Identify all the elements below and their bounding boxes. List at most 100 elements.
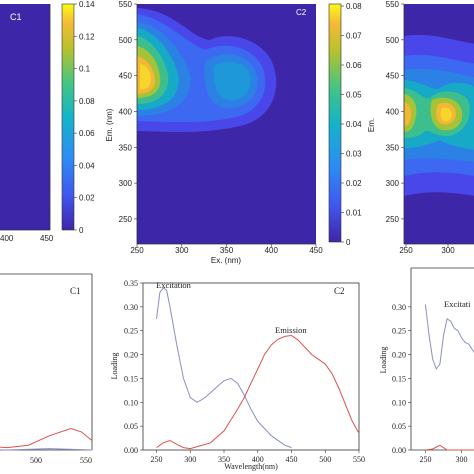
c3-excitation-annotation: Excitati	[444, 299, 471, 309]
c2-loadings-x-tick-label: 450	[286, 455, 298, 464]
c1-colorbar-tick-label: 0.06	[79, 129, 95, 138]
c1-colorbar-tick-label: 0.04	[79, 161, 95, 170]
c2-x-tick-label: 300	[175, 246, 189, 255]
c2-x-tick-label: 350	[220, 246, 234, 255]
c2-y-tick-label: 350	[119, 143, 133, 152]
c1-loadings-x-tick-500: 500	[30, 456, 42, 465]
c1-loadings-series-0-line	[0, 427, 93, 449]
c1-colorbar-gradient	[61, 3, 75, 231]
c2-loadings-x-tick-label: 250	[151, 455, 163, 464]
c3-loadings-y-tick-label: 0.25	[392, 327, 406, 336]
c2-x-axis-label: Ex. (nm)	[211, 256, 242, 265]
c2-colorbar-tick-label: 0.08	[346, 2, 362, 11]
c2-colorbar-tick-label: 0	[346, 238, 351, 247]
panel-c3-loadings: 0.00 0.05 0.10 0.15 0.20 0.25 0.30 250 300 Excit…	[379, 267, 474, 464]
c1-colorbar-tick-label: 0.12	[79, 32, 95, 41]
c1-heatmap-plot-area	[0, 4, 50, 230]
c2-loadings-series-emission-line	[156, 334, 360, 450]
c2-colorbar-tick-label: 0.05	[346, 91, 362, 100]
c1-colorbar-tick-label: 0.1	[79, 65, 91, 74]
c3-contour-field	[404, 34, 474, 196]
c3-loadings-y-tick-label: 0.10	[392, 398, 406, 407]
c3-y-tick-label: 550	[386, 0, 400, 9]
c2-loadings-y-tick-label: 0.35	[124, 279, 138, 288]
c2-loadings-y-tick-label: 0.05	[124, 422, 138, 431]
c3-y-tick-label: 250	[386, 215, 400, 224]
c2-loadings-y-tick-label: 0.20	[124, 351, 138, 360]
c3-x-tick-label: 250	[399, 246, 413, 255]
c2-loadings-x-axis-label: Wavelength(nm)	[224, 462, 278, 471]
c3-loadings-y-tick-label: 0.20	[392, 351, 406, 360]
c2-loadings-y-tick-label: 0.10	[124, 398, 138, 407]
c3-y-tick-label: 450	[386, 72, 400, 81]
panel-c2-loadings: C2 0.00 0.05 0.10 0.15 0.20 0.25 0.30 0.35 250 30…	[110, 279, 365, 471]
c3-loadings-y-tick-label: 0.30	[392, 303, 406, 312]
c2-emission-annotation: Emission	[275, 325, 307, 335]
c2-colorbar-tick-label: 0.03	[346, 150, 362, 159]
c2-loadings-x-tick-label: 300	[184, 455, 196, 464]
c2-y-tick-label: 450	[119, 72, 133, 81]
c3-y-tick-label: 350	[386, 143, 400, 152]
c1-colorbar: 0 0.02 0.04 0.06 0.08 0.1 0.12 0.14	[61, 0, 95, 235]
c1-colorbar-tick-label: 0.08	[79, 97, 95, 106]
c1-x-tick-400: 400	[0, 234, 14, 243]
c2-loadings-y-tick-label: 0.30	[124, 303, 138, 312]
c3-x-tick-label: 300	[441, 246, 455, 255]
panel-c3-heatmap: 250 300 250 300 350 400 450 500 550 Em.	[367, 0, 474, 255]
c2-loadings-x-tick-label: 400	[252, 455, 264, 464]
c2-loadings-series-excitation-line	[156, 287, 292, 449]
c2-colorbar-tick-label: 0.07	[346, 32, 362, 41]
c1-colorbar-tick-label: 0.14	[79, 0, 95, 9]
c2-loadings-x-tick-label: 550	[353, 455, 365, 464]
c3-loadings-x-tick-label: 300	[456, 455, 468, 464]
c1-colorbar-tick-label: 0	[79, 226, 84, 235]
panel-c2-heatmap: C2 250 300 350 400 450 250 300 350 400 450 500 550…	[105, 0, 323, 265]
c3-loadings-y-tick-label: 0.00	[392, 446, 406, 455]
c3-loadings-series-emission-line	[425, 444, 474, 451]
c2-colorbar-tick-label: 0.02	[346, 179, 362, 188]
c2-colorbar-tick-label: 0.04	[346, 120, 362, 129]
c3-y-tick-label: 300	[386, 179, 400, 188]
c3-loadings-y-axis-label: Loading	[379, 347, 388, 374]
c2-loadings-y-tick-label: 0.00	[124, 446, 138, 455]
c2-y-axis-label: Em. (nm)	[105, 108, 114, 141]
c2-y-tick-label: 250	[119, 215, 133, 224]
c3-loadings-y-tick-label: 0.05	[392, 422, 406, 431]
c1-loadings-title: C1	[70, 286, 81, 296]
c2-loadings-y-axis-label: Loading	[110, 353, 119, 380]
c2-loadings-plot-frame	[142, 282, 360, 451]
c1-heatmap-title: C1	[10, 12, 22, 22]
c2-x-tick-label: 450	[309, 246, 323, 255]
c2-y-tick-label: 300	[119, 179, 133, 188]
c1-x-tick-450: 450	[40, 234, 54, 243]
c2-y-tick-label: 500	[119, 36, 133, 45]
c2-loadings-title: C2	[334, 286, 345, 296]
c2-heatmap-title: C2	[296, 8, 307, 17]
c2-y-tick-label: 550	[119, 0, 133, 9]
c3-loadings-series-excitation-line	[424, 304, 474, 370]
panel-c1-heatmap: C1 400 450	[0, 4, 54, 243]
c3-y-axis-label: Em.	[367, 118, 376, 132]
c1-colorbar-tick-label: 0.02	[79, 194, 95, 203]
c2-loadings-x-tick-label: 500	[319, 455, 331, 464]
c2-excitation-annotation: Excitation	[156, 280, 192, 290]
c3-loadings-x-tick-label: 250	[419, 455, 431, 464]
c3-loadings-y-tick-label: 0.15	[392, 374, 406, 383]
c2-loadings-y-tick-label: 0.15	[124, 374, 138, 383]
c1-loadings-x-tick-550: 550	[80, 456, 92, 465]
c2-colorbar-tick-label: 0.06	[346, 61, 362, 70]
c2-contour-field	[137, 8, 277, 132]
c2-colorbar: 0 0.01 0.02 0.03 0.04 0.05 0.06 0.07 0.08	[328, 2, 362, 247]
panel-c1-loadings: C1 500 550	[0, 273, 93, 465]
c1-loadings-series-1-line	[0, 448, 93, 451]
c2-y-tick-label: 400	[119, 107, 133, 116]
c2-colorbar-tick-label: 0.01	[346, 209, 362, 218]
c3-y-tick-label: 500	[386, 36, 400, 45]
c2-x-tick-label: 400	[265, 246, 279, 255]
c2-x-tick-label: 250	[130, 246, 144, 255]
c2-loadings-x-tick-label: 350	[218, 455, 230, 464]
c2-loadings-y-tick-label: 0.25	[124, 327, 138, 336]
c3-y-tick-label: 400	[386, 107, 400, 116]
c2-colorbar-gradient	[328, 3, 342, 243]
